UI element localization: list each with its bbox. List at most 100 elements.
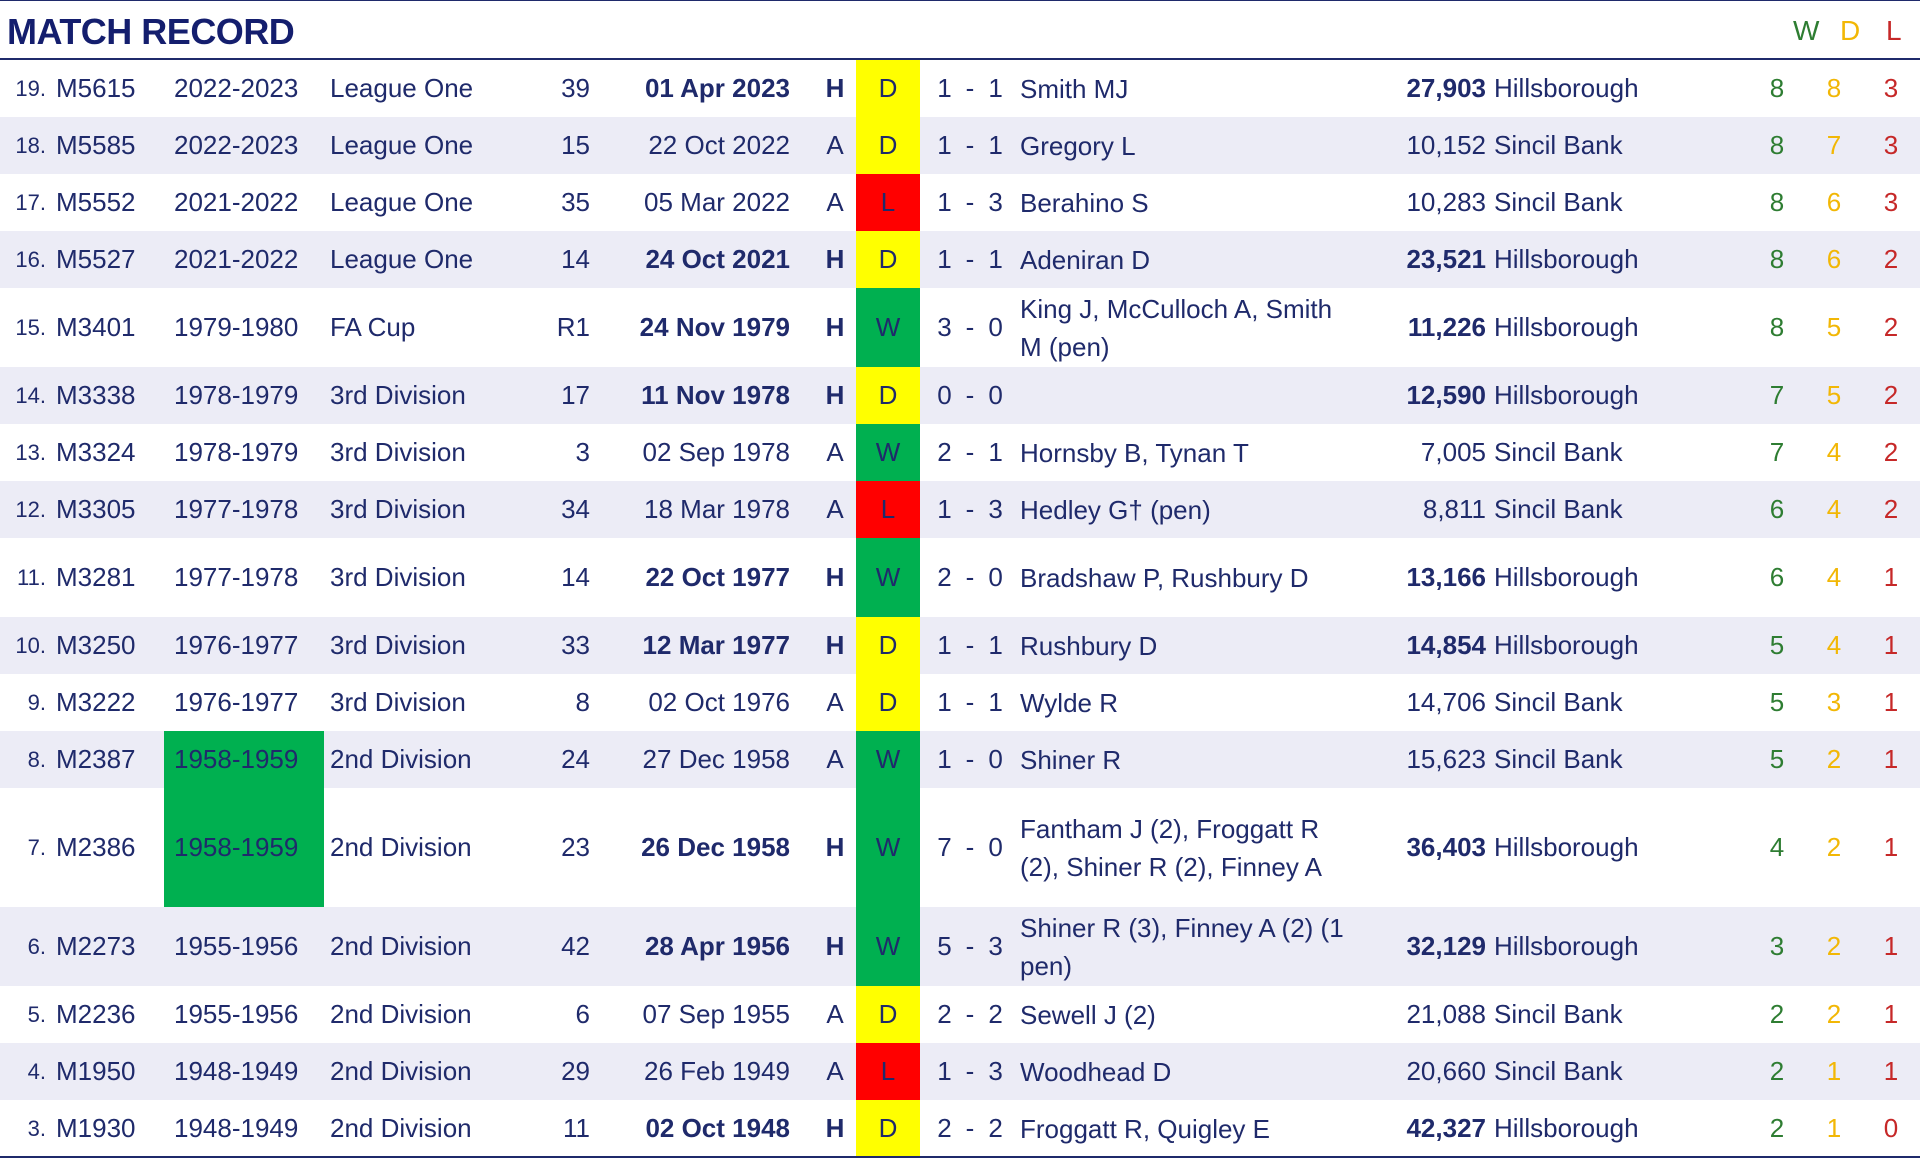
table-row[interactable]: 14. M3338 1978-1979 3rd Division 17 11 Nov 19… xyxy=(0,367,1920,424)
competition-cell: FA Cup xyxy=(330,312,416,342)
table-row[interactable]: 3. M1930 1948-1949 2nd Division 11 02 Oct 194… xyxy=(0,1100,1920,1157)
venue-code-cell: A xyxy=(814,731,856,788)
table-row[interactable]: 18. M5585 2022-2023 League One 15 22 Oct 2022… xyxy=(0,117,1920,174)
result-badge: D xyxy=(856,60,920,117)
score-cell: 1-1 xyxy=(920,117,1020,174)
table-row[interactable]: 13. M3324 1978-1979 3rd Division 3 02 Sep 197… xyxy=(0,424,1920,481)
score-cell: 2-2 xyxy=(920,986,1020,1043)
competition-cell: 2nd Division xyxy=(330,832,472,862)
match-id: M3281 xyxy=(56,562,136,592)
table-row[interactable]: 5. M2236 1955-1956 2nd Division 6 07 Sep 1955… xyxy=(0,986,1920,1043)
season-cell: 1955-1956 xyxy=(164,907,324,986)
score-cell: 1-3 xyxy=(920,1043,1020,1100)
ground-cell: Hillsborough xyxy=(1494,231,1748,288)
row-number: 9. xyxy=(27,689,46,715)
score-cell: 7-0 xyxy=(920,788,1020,907)
season-cell: 2022-2023 xyxy=(164,117,324,174)
date-cell: 22 Oct 1977 xyxy=(645,562,790,592)
scorers-cell: Smith MJ xyxy=(1020,73,1129,104)
venue-code-cell: H xyxy=(825,312,845,342)
score-against: 0 xyxy=(988,380,1003,410)
score-separator: - xyxy=(965,1056,975,1086)
draws-cell: 7 xyxy=(1806,117,1862,174)
ground-cell: Sincil Bank xyxy=(1494,187,1623,217)
draws-cell: 3 xyxy=(1826,687,1842,717)
attendance-cell: 27,903 xyxy=(1406,73,1486,103)
venue-code-cell: A xyxy=(826,187,844,217)
attendance-cell: 13,166 xyxy=(1406,562,1486,592)
score-for: 1 xyxy=(937,494,952,524)
score-cell: 1-0 xyxy=(920,731,1020,788)
attendance-cell: 15,623 xyxy=(1358,731,1494,788)
competition-cell: 2nd Division xyxy=(330,1113,472,1143)
table-row[interactable]: 12. M3305 1977-1978 3rd Division 34 18 Mar 19… xyxy=(0,481,1920,538)
competition-cell: League One xyxy=(330,73,474,103)
wins-cell: 3 xyxy=(1748,907,1806,986)
page-title: MATCH RECORD xyxy=(7,11,295,52)
row-number: 18. xyxy=(0,117,56,174)
ground-cell: Hillsborough xyxy=(1494,312,1639,342)
result-badge: L xyxy=(856,174,920,231)
table-row[interactable]: 16. M5527 2021-2022 League One 14 24 Oct 2021… xyxy=(0,231,1920,288)
losses-cell: 2 xyxy=(1883,437,1899,467)
result-badge: D xyxy=(856,117,920,174)
losses-cell: 1 xyxy=(1862,617,1920,674)
score-against: 0 xyxy=(988,562,1003,592)
table-row[interactable]: 11. M3281 1977-1978 3rd Division 14 22 Oct 19… xyxy=(0,538,1920,617)
table-row[interactable]: 7. M2386 1958-1959 2nd Division 23 26 Dec 195… xyxy=(0,788,1920,907)
table-row[interactable]: 10. M3250 1976-1977 3rd Division 33 12 Mar 19… xyxy=(0,617,1920,674)
attendance-cell: 21,088 xyxy=(1406,999,1486,1029)
table-row[interactable]: 15. M3401 1979-1980 FA Cup R1 24 Nov 1979 H W 3-… xyxy=(0,288,1920,367)
table-row[interactable]: 9. M3222 1976-1977 3rd Division 8 02 Oct 1976… xyxy=(0,674,1920,731)
losses-cell: 3 xyxy=(1883,73,1899,103)
match-id: M3222 xyxy=(56,687,136,717)
venue-code-cell: H xyxy=(825,562,845,592)
competition-cell: League One xyxy=(324,117,500,174)
row-number: 14. xyxy=(0,367,56,424)
row-number: 17. xyxy=(15,189,46,215)
table-row[interactable]: 4. M1950 1948-1949 2nd Division 29 26 Feb 194… xyxy=(0,1043,1920,1100)
table-row[interactable]: 8. M2387 1958-1959 2nd Division 24 27 Dec 195… xyxy=(0,731,1920,788)
date-cell: 24 Nov 1979 xyxy=(639,312,790,342)
row-number: 3. xyxy=(27,1115,46,1141)
draws-cell: 8 xyxy=(1826,73,1842,103)
score-against: 1 xyxy=(988,130,1003,160)
date-cell: 26 Dec 1958 xyxy=(641,832,790,862)
result-badge: L xyxy=(856,1043,920,1100)
score-cell: 2-2 xyxy=(920,1100,1020,1157)
table-row[interactable]: 6. M2273 1955-1956 2nd Division 42 28 Apr 195… xyxy=(0,907,1920,986)
date-cell: 11 Nov 1978 xyxy=(618,367,814,424)
competition-cell: 3rd Division xyxy=(330,437,466,467)
score-cell: 1-1 xyxy=(920,617,1020,674)
losses-cell: 1 xyxy=(1883,832,1899,862)
scorers-cell: Shiner R (3), Finney A (2) (1 pen) xyxy=(1020,907,1358,986)
round-cell: 6 xyxy=(575,999,590,1029)
ground-cell: Sincil Bank xyxy=(1494,117,1748,174)
draws-cell: 2 xyxy=(1826,832,1842,862)
season-cell: 1979-1980 xyxy=(174,312,299,342)
score-for: 1 xyxy=(937,244,952,274)
ground-cell: Sincil Bank xyxy=(1494,481,1748,538)
table-row[interactable]: 19. M5615 2022-2023 League One 39 01 Apr 2023… xyxy=(0,60,1920,117)
score-for: 1 xyxy=(937,130,952,160)
header-bar: MATCH RECORD W D L xyxy=(0,0,1920,60)
score-against: 3 xyxy=(988,187,1003,217)
score-cell: 2-1 xyxy=(920,424,1020,481)
result-badge: W xyxy=(856,288,920,367)
round-cell: 14 xyxy=(500,231,618,288)
attendance-cell: 42,327 xyxy=(1406,1113,1486,1143)
result-badge: L xyxy=(856,481,920,538)
losses-column-header: L xyxy=(1886,15,1902,46)
draws-cell: 5 xyxy=(1826,312,1842,342)
date-cell: 18 Mar 1978 xyxy=(618,481,814,538)
venue-code-cell: A xyxy=(814,481,856,538)
table-row[interactable]: 17. M5552 2021-2022 League One 35 05 Mar 2022… xyxy=(0,174,1920,231)
score-separator: - xyxy=(965,380,975,410)
result-badge: D xyxy=(856,231,920,288)
draws-cell: 2 xyxy=(1806,731,1862,788)
competition-cell: 2nd Division xyxy=(330,999,472,1029)
score-against: 1 xyxy=(988,244,1003,274)
score-against: 2 xyxy=(988,999,1003,1029)
competition-cell: 2nd Division xyxy=(324,907,500,986)
venue-code-cell: A xyxy=(826,999,844,1029)
